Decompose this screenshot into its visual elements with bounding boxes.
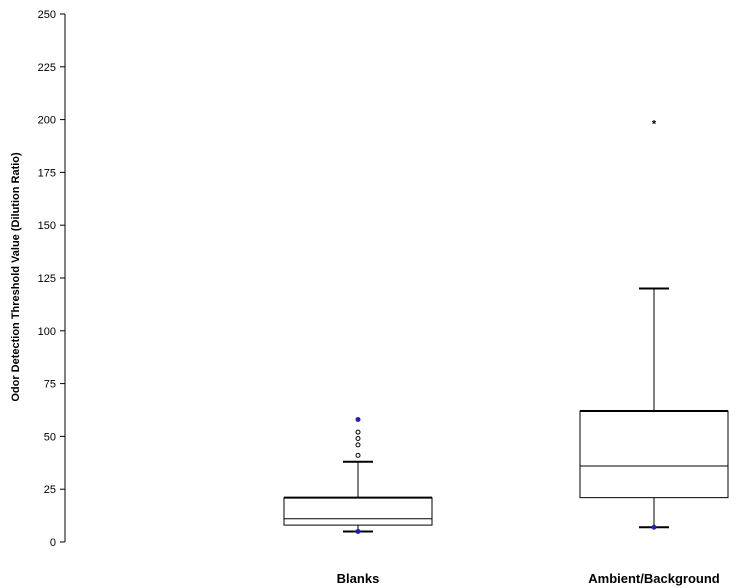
outlier-point xyxy=(355,429,361,435)
category-label: Blanks xyxy=(337,571,380,586)
y-tick-label: 150 xyxy=(38,220,56,232)
extreme-point: * xyxy=(652,119,657,131)
outlier-point xyxy=(355,452,361,458)
min-point xyxy=(355,528,361,534)
category-label: Ambient/Background xyxy=(588,571,720,586)
max-point xyxy=(355,417,361,423)
iqr-box xyxy=(579,410,729,499)
outlier-point xyxy=(355,442,361,448)
y-tick-label: 75 xyxy=(44,379,56,391)
y-axis: 0 25 50 75 100 125 150 175 200 225 250 xyxy=(38,9,66,549)
y-tick-label: 0 xyxy=(50,537,56,549)
y-tick-label: 225 xyxy=(38,62,56,74)
category-labels: Blanks Ambient/Background xyxy=(337,571,720,586)
y-tick-label: 25 xyxy=(44,484,56,496)
boxes: * xyxy=(283,119,729,534)
outlier-point xyxy=(355,436,361,442)
y-tick-label: 125 xyxy=(38,273,56,285)
y-tick-label: 200 xyxy=(38,115,56,127)
box-group xyxy=(283,417,433,534)
y-axis-title: Odor Detection Threshold Value (Dilution… xyxy=(10,152,22,402)
y-tick-label: 50 xyxy=(44,431,56,443)
y-tick-label: 175 xyxy=(38,167,56,179)
y-tick-label: 250 xyxy=(38,9,56,21)
iqr-box xyxy=(283,497,433,526)
box-group: * xyxy=(579,119,729,530)
y-tick-label: 100 xyxy=(38,326,56,338)
min-point xyxy=(651,524,657,530)
